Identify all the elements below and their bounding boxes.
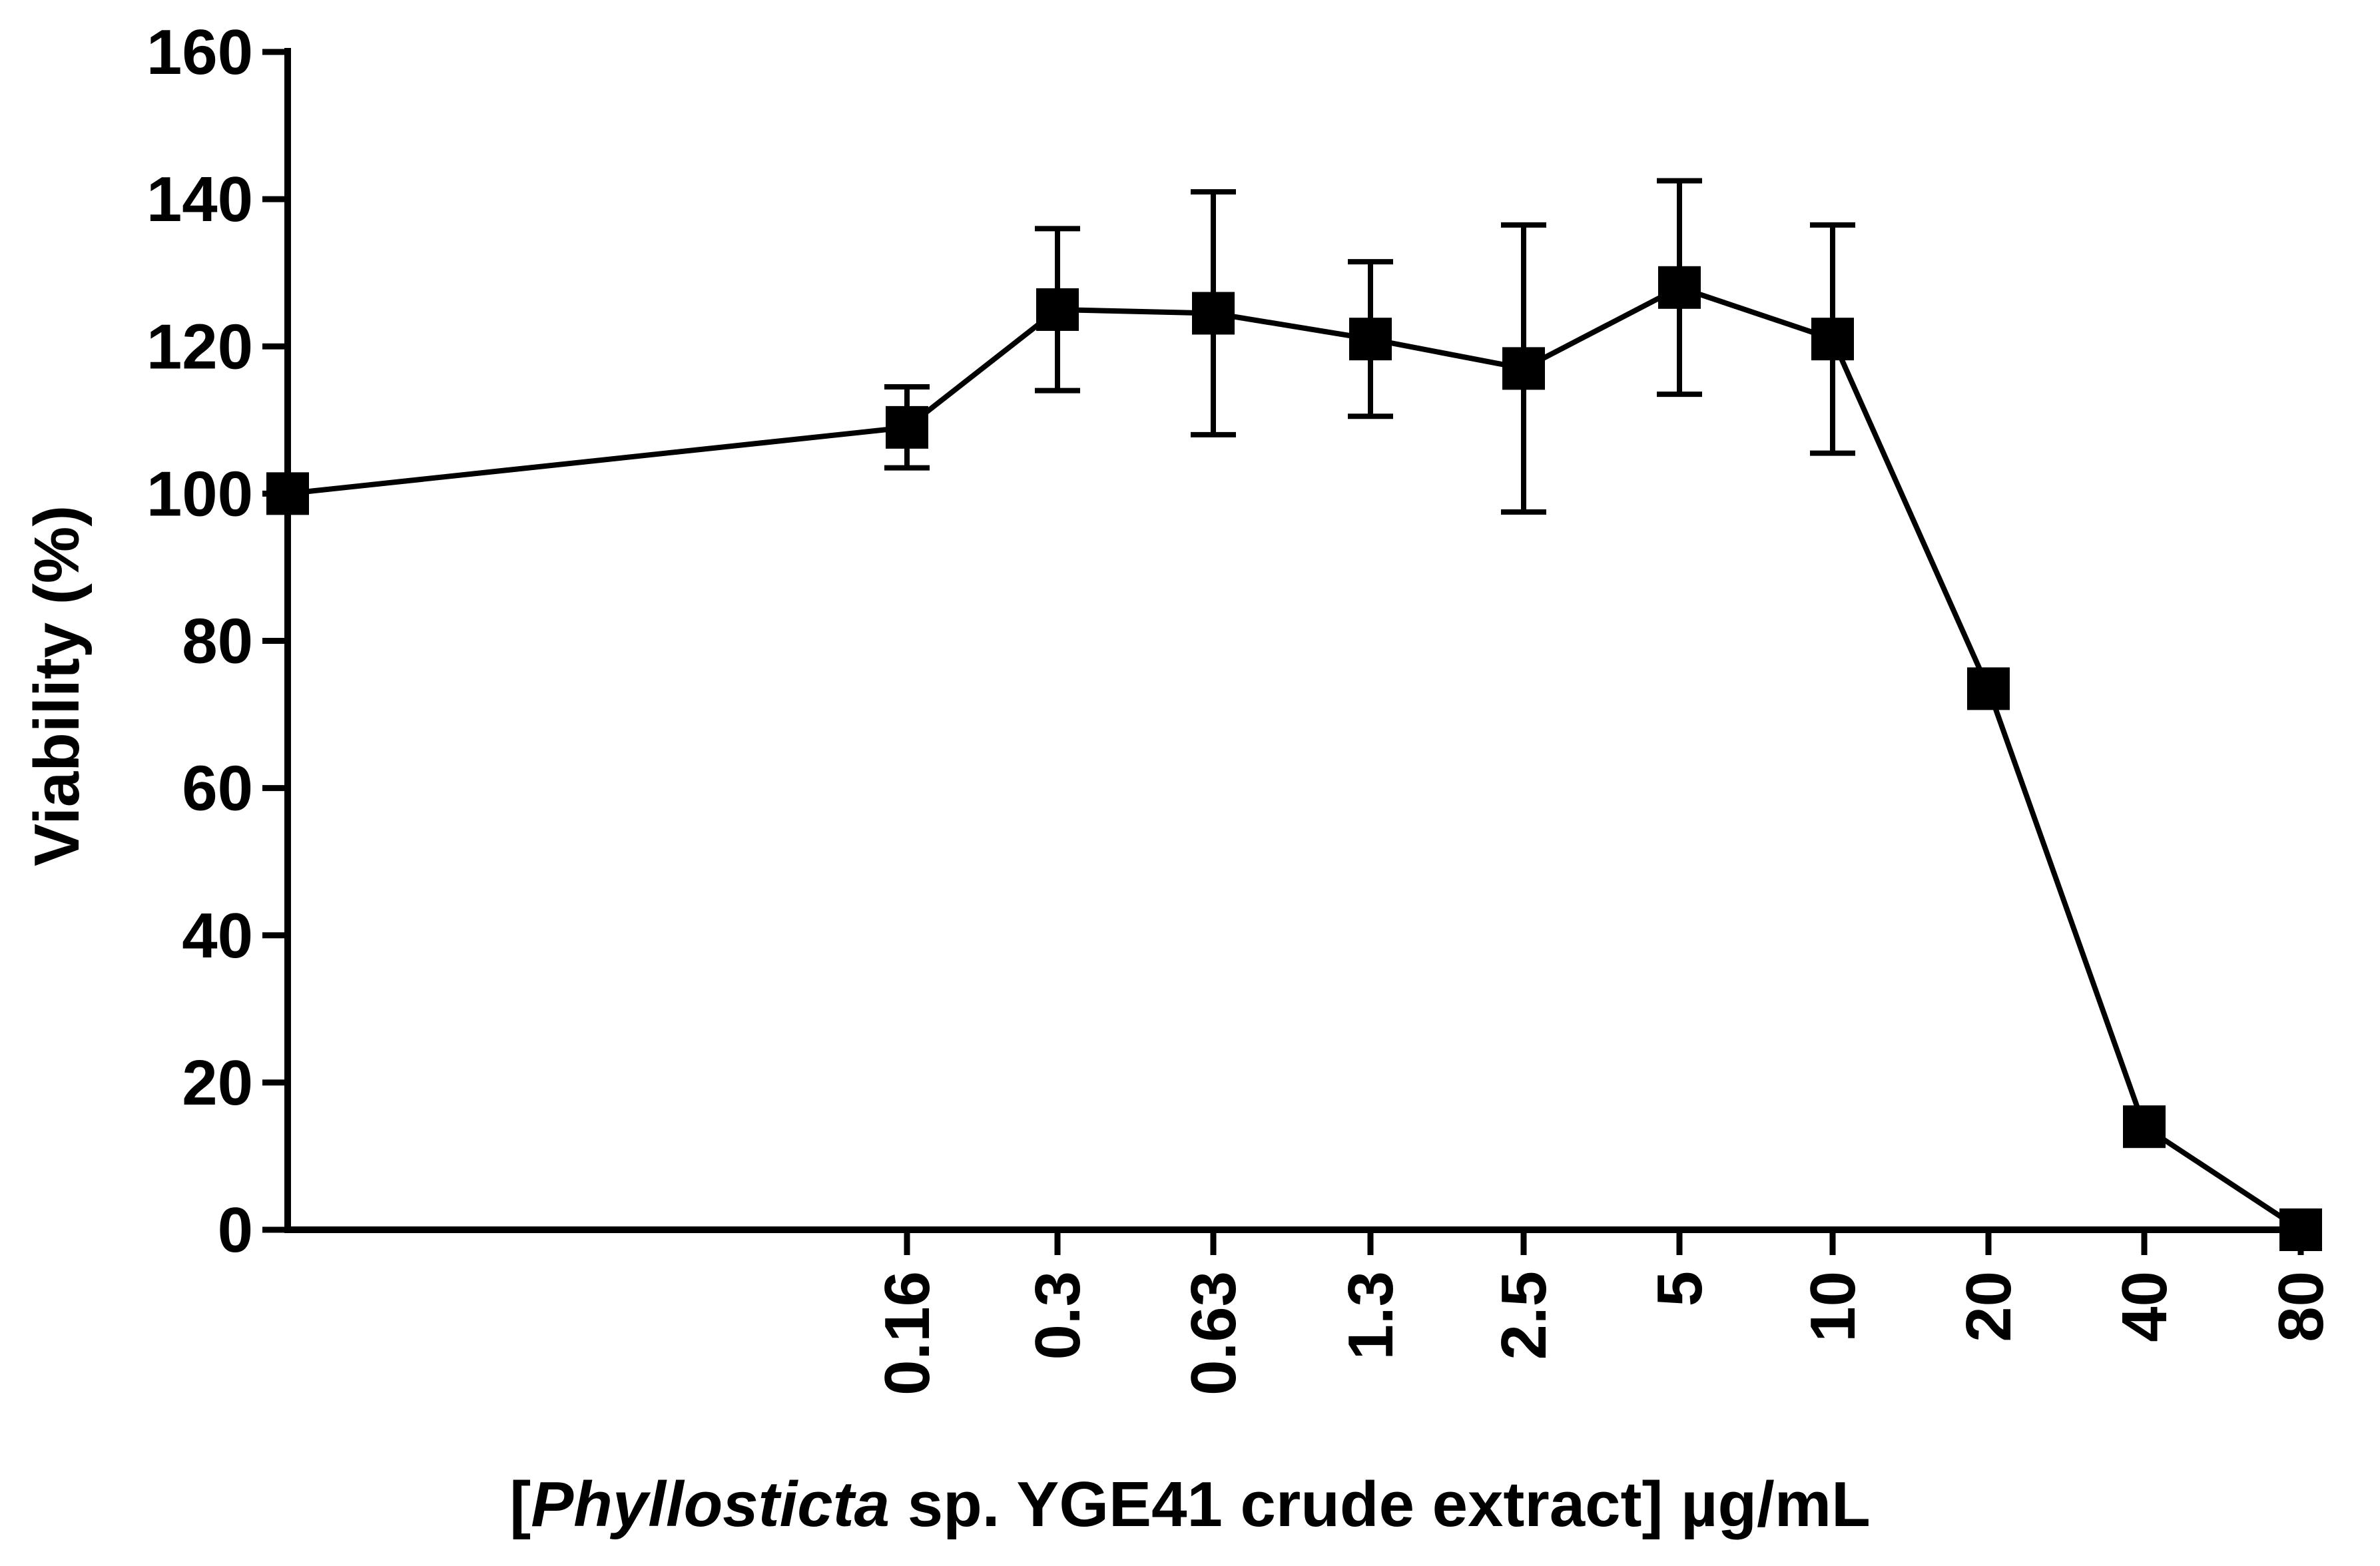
data-point bbox=[1502, 347, 1545, 390]
data-point bbox=[2123, 1105, 2166, 1149]
x-tick-label: 2.5 bbox=[1488, 1271, 1560, 1360]
data-point bbox=[1658, 266, 1701, 309]
data-point bbox=[1967, 667, 2010, 710]
data-point bbox=[886, 405, 928, 449]
x-tick-label: 0.63 bbox=[1178, 1271, 1249, 1396]
data-point bbox=[1349, 318, 1392, 361]
x-axis-title: [Phyllosticta sp. YGE41 crude extract] µ… bbox=[0, 1468, 2380, 1541]
y-axis-title: Viability (%) bbox=[21, 505, 93, 866]
x-axis-title-rest: sp. YGE41 crude extract] µg/mL bbox=[890, 1469, 1871, 1540]
x-tick-label: 5 bbox=[1644, 1271, 1715, 1306]
y-tick-label: 60 bbox=[182, 753, 253, 824]
y-tick-label: 0 bbox=[218, 1194, 253, 1266]
x-axis-title-open: [ bbox=[509, 1469, 531, 1540]
x-axis-ticks: 0.16 0.3 0.63 1.3 2.5 5 10 20 40 80 bbox=[872, 1230, 2337, 1396]
series-line bbox=[287, 284, 2303, 1232]
data-point bbox=[266, 472, 309, 515]
y-axis-ticks: 0 20 40 60 80 100 120 140 160 bbox=[147, 17, 288, 1266]
x-tick-label: 1.3 bbox=[1335, 1271, 1406, 1360]
y-tick-label: 40 bbox=[182, 900, 253, 971]
y-tick-label: 120 bbox=[147, 311, 253, 382]
y-tick-label: 20 bbox=[182, 1047, 253, 1119]
x-tick-label: 80 bbox=[2265, 1271, 2337, 1342]
x-tick-label: 10 bbox=[1797, 1271, 1869, 1342]
x-axis-title-species: Phyllosticta bbox=[531, 1469, 890, 1540]
axes bbox=[284, 48, 2307, 1233]
y-tick-label: 100 bbox=[147, 458, 253, 529]
y-tick-label: 140 bbox=[147, 164, 253, 235]
data-point bbox=[1811, 318, 1854, 361]
x-tick-label: 20 bbox=[1953, 1271, 2024, 1342]
data-series bbox=[266, 178, 2322, 1251]
y-tick-label: 160 bbox=[147, 17, 253, 88]
x-tick-label: 0.3 bbox=[1022, 1271, 1093, 1360]
data-point bbox=[1192, 292, 1235, 335]
y-tick-label: 80 bbox=[182, 606, 253, 677]
x-tick-label: 0.16 bbox=[872, 1271, 943, 1396]
data-point bbox=[1036, 288, 1079, 331]
x-tick-label: 40 bbox=[2109, 1271, 2180, 1342]
data-point bbox=[2279, 1208, 2322, 1251]
